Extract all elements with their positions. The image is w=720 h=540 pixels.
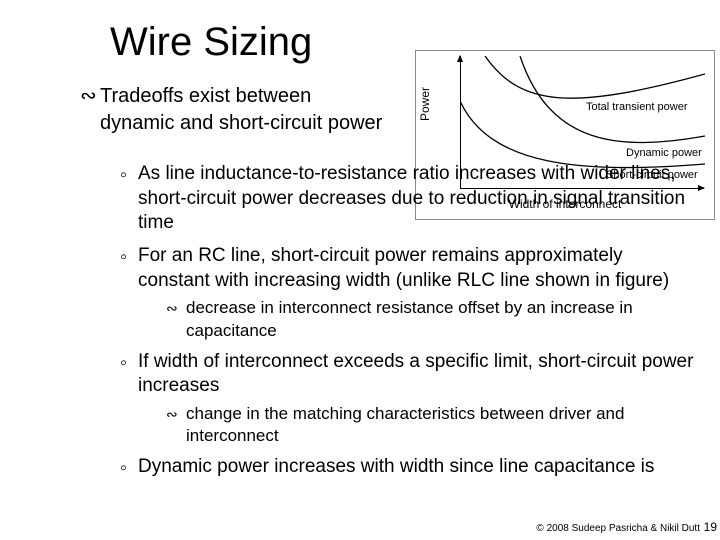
- bullet-glyph-icon: ∾: [80, 83, 100, 110]
- page-number: 19: [704, 520, 717, 534]
- list-item: Dynamic power increases with width since…: [120, 455, 695, 480]
- sub-item: change in the matching characteristics b…: [166, 403, 695, 447]
- list-item: If width of interconnect exceeds a speci…: [120, 350, 695, 448]
- list-item: As line inductance-to-resistance ratio i…: [120, 162, 695, 236]
- list-item: For an RC line, short-circuit power rema…: [120, 244, 695, 342]
- bullet-text: As line inductance-to-resistance ratio i…: [138, 163, 685, 233]
- label-total: Total transient power: [586, 101, 688, 113]
- body-list: As line inductance-to-resistance ratio i…: [120, 162, 695, 480]
- sub-item: decrease in interconnect resistance offs…: [166, 297, 695, 341]
- label-dynamic: Dynamic power: [626, 147, 702, 159]
- bullet-text: If width of interconnect exceeds a speci…: [138, 351, 693, 397]
- curve-dynamic: [520, 56, 705, 143]
- intro-text: Tradeoffs exist between dynamic and shor…: [100, 85, 382, 134]
- bullet-text: For an RC line, short-circuit power rema…: [138, 245, 669, 291]
- y-axis-label: Power: [418, 87, 432, 121]
- bullet-text: Dynamic power increases with width since…: [138, 456, 654, 477]
- intro-bullet: ∾Tradeoffs exist between dynamic and sho…: [100, 83, 390, 137]
- copyright-footer: © 2008 Sudeep Pasricha & Nikil Dutt: [536, 523, 700, 534]
- curve-total: [485, 56, 705, 98]
